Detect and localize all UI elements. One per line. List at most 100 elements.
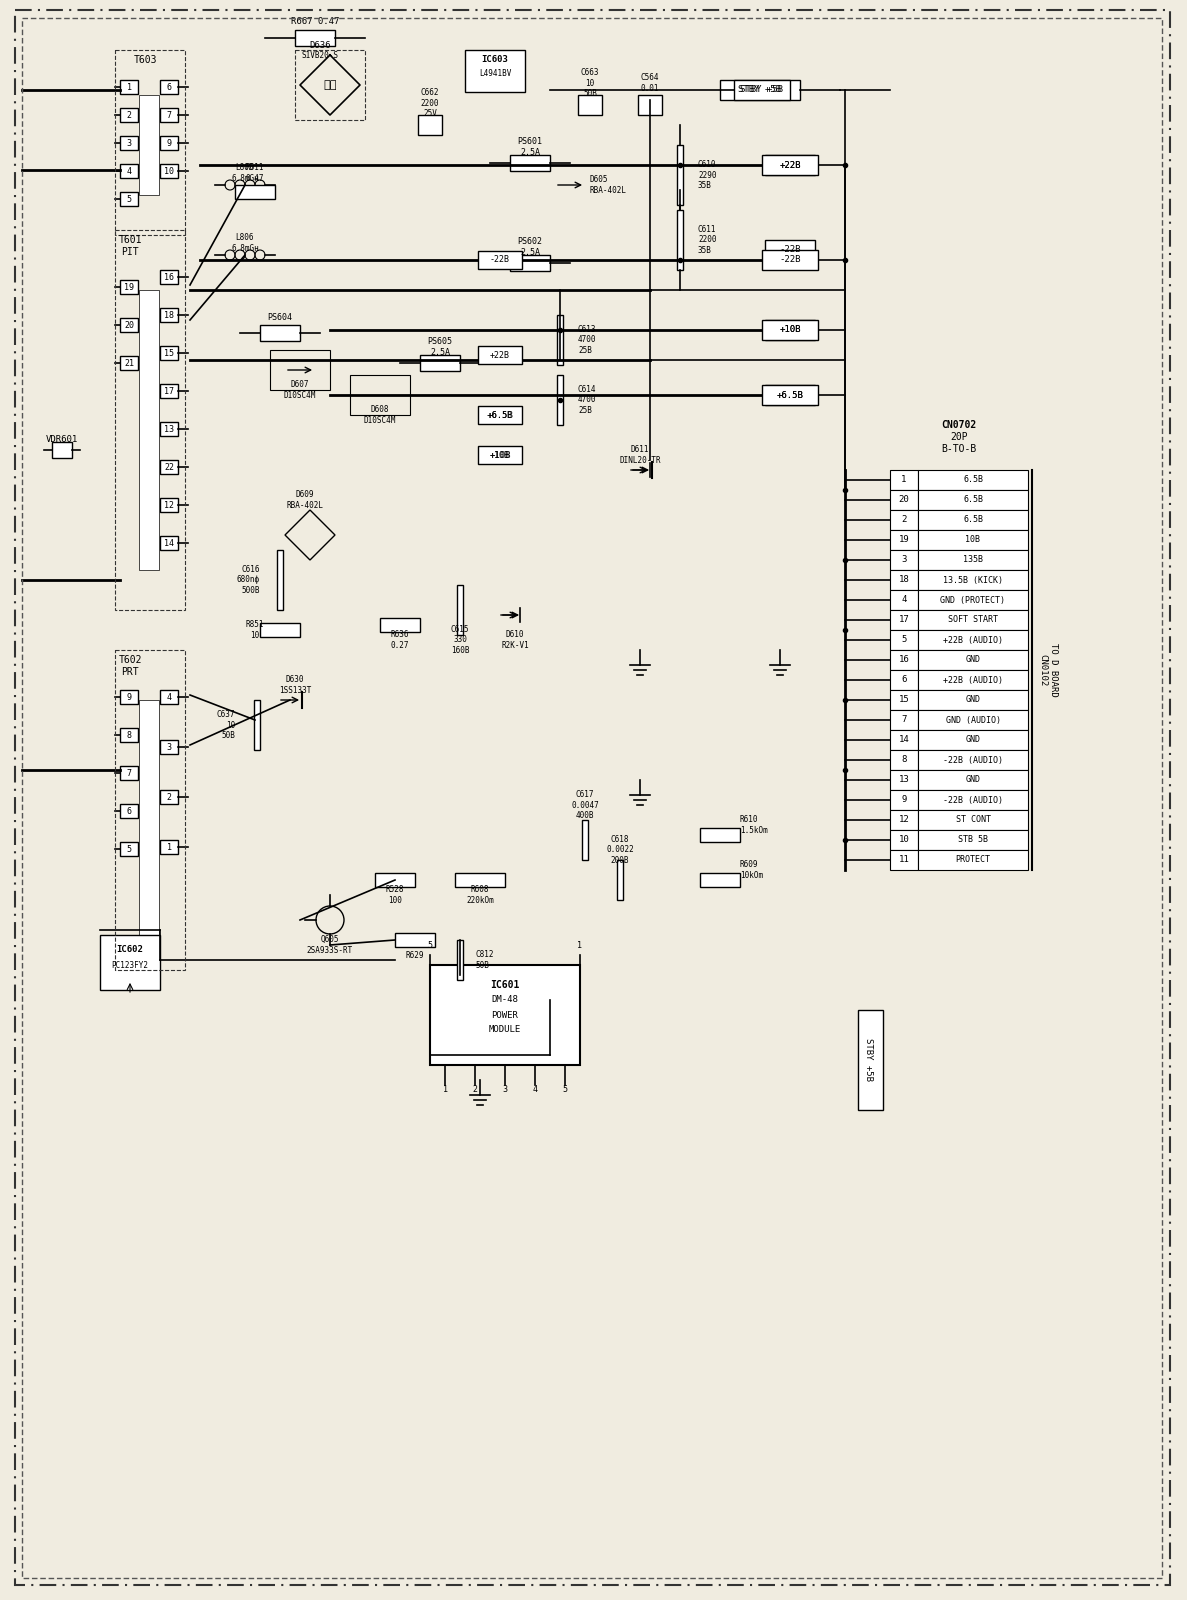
Text: PRT: PRT bbox=[121, 667, 139, 677]
Bar bbox=[120, 109, 138, 122]
Bar bbox=[160, 307, 178, 322]
Text: DM-48: DM-48 bbox=[491, 995, 519, 1005]
Bar bbox=[478, 406, 522, 424]
Bar bbox=[700, 874, 740, 886]
Bar bbox=[457, 939, 463, 979]
Bar bbox=[457, 586, 463, 635]
Text: CN0702: CN0702 bbox=[941, 419, 977, 430]
Text: C637
10
50B: C637 10 50B bbox=[216, 710, 235, 739]
Bar bbox=[160, 498, 178, 512]
Bar bbox=[918, 490, 1028, 510]
Text: STBY +5B: STBY +5B bbox=[863, 1038, 872, 1082]
Bar bbox=[918, 830, 1028, 850]
Bar bbox=[375, 874, 415, 886]
Text: +6.5B: +6.5B bbox=[487, 411, 514, 419]
Bar bbox=[890, 490, 918, 510]
Bar bbox=[160, 690, 178, 704]
Bar bbox=[115, 230, 185, 610]
Text: D605
RBA-402L: D605 RBA-402L bbox=[590, 176, 627, 195]
Text: -22B (AUDIO): -22B (AUDIO) bbox=[942, 755, 1003, 765]
Text: +10B: +10B bbox=[490, 451, 510, 459]
Text: 1: 1 bbox=[166, 843, 171, 851]
Text: GND (AUDIO): GND (AUDIO) bbox=[946, 715, 1001, 725]
Text: R610
1.5kOm: R610 1.5kOm bbox=[740, 816, 768, 835]
Text: D608
D10SC4M: D608 D10SC4M bbox=[363, 405, 396, 424]
Bar bbox=[890, 470, 918, 490]
Bar bbox=[890, 730, 918, 750]
Bar bbox=[120, 136, 138, 150]
Text: 10: 10 bbox=[899, 835, 909, 845]
Text: 7: 7 bbox=[127, 768, 132, 778]
Text: +6.5B: +6.5B bbox=[488, 411, 513, 419]
Text: D636: D636 bbox=[310, 40, 331, 50]
Text: PS602
2.5A: PS602 2.5A bbox=[518, 237, 542, 256]
Bar bbox=[890, 510, 918, 530]
Text: STB 5B: STB 5B bbox=[958, 835, 988, 845]
Bar bbox=[890, 670, 918, 690]
Text: GND: GND bbox=[965, 696, 980, 704]
Text: 5: 5 bbox=[563, 1085, 567, 1094]
Text: L805
6.8mGн: L805 6.8mGн bbox=[231, 163, 259, 182]
Text: 17: 17 bbox=[164, 387, 174, 395]
Text: 11: 11 bbox=[899, 856, 909, 864]
Bar bbox=[120, 192, 138, 206]
Text: +22B: +22B bbox=[779, 160, 801, 170]
Bar bbox=[160, 739, 178, 754]
Bar bbox=[578, 94, 602, 115]
Bar bbox=[764, 386, 815, 405]
Bar bbox=[918, 810, 1028, 830]
Bar bbox=[380, 618, 420, 632]
Text: 1: 1 bbox=[127, 83, 132, 91]
Bar bbox=[890, 650, 918, 670]
Bar bbox=[160, 422, 178, 435]
Bar bbox=[120, 165, 138, 178]
Text: 10: 10 bbox=[164, 166, 174, 176]
Text: PS604: PS604 bbox=[267, 312, 292, 322]
Bar bbox=[120, 80, 138, 94]
Bar bbox=[617, 861, 623, 899]
Text: C618
0.0022
200B: C618 0.0022 200B bbox=[607, 835, 634, 866]
Text: L4941BV: L4941BV bbox=[478, 69, 512, 77]
Text: R636
0.27: R636 0.27 bbox=[391, 630, 410, 650]
Text: 9: 9 bbox=[127, 693, 132, 701]
Text: 2: 2 bbox=[166, 792, 171, 802]
Text: 18: 18 bbox=[899, 576, 909, 584]
Text: Q605
2SA933S-RT: Q605 2SA933S-RT bbox=[307, 936, 353, 955]
Text: -22B: -22B bbox=[779, 256, 801, 264]
Text: 9: 9 bbox=[166, 139, 171, 147]
Bar bbox=[277, 550, 283, 610]
Text: PROTECT: PROTECT bbox=[956, 856, 990, 864]
Bar bbox=[160, 346, 178, 360]
Text: +6.5B: +6.5B bbox=[776, 390, 804, 400]
Bar bbox=[890, 590, 918, 610]
Bar bbox=[478, 346, 522, 365]
Text: 3: 3 bbox=[901, 555, 907, 565]
Bar bbox=[918, 850, 1028, 870]
Text: 14: 14 bbox=[899, 736, 909, 744]
Text: +6.5B: +6.5B bbox=[776, 390, 804, 400]
Bar bbox=[235, 186, 275, 198]
Text: 10B: 10B bbox=[965, 536, 980, 544]
Bar bbox=[160, 270, 178, 285]
Bar bbox=[139, 290, 159, 570]
Bar bbox=[160, 384, 178, 398]
Bar bbox=[296, 30, 335, 46]
Text: MODULE: MODULE bbox=[489, 1026, 521, 1035]
Text: 2: 2 bbox=[472, 1085, 477, 1094]
Bar bbox=[734, 80, 791, 99]
Bar bbox=[160, 790, 178, 803]
Text: IC601: IC601 bbox=[490, 979, 520, 990]
Text: 13.5B (KICK): 13.5B (KICK) bbox=[942, 576, 1003, 584]
Text: IC603: IC603 bbox=[482, 56, 508, 64]
Bar bbox=[100, 934, 160, 990]
Bar bbox=[858, 1010, 883, 1110]
Bar bbox=[918, 610, 1028, 630]
Bar bbox=[700, 829, 740, 842]
Bar bbox=[890, 790, 918, 810]
Text: B-TO-B: B-TO-B bbox=[941, 443, 977, 454]
Text: 18: 18 bbox=[164, 310, 174, 320]
Text: 19: 19 bbox=[899, 536, 909, 544]
Text: 15: 15 bbox=[164, 349, 174, 357]
Bar bbox=[160, 165, 178, 178]
Bar bbox=[918, 650, 1028, 670]
